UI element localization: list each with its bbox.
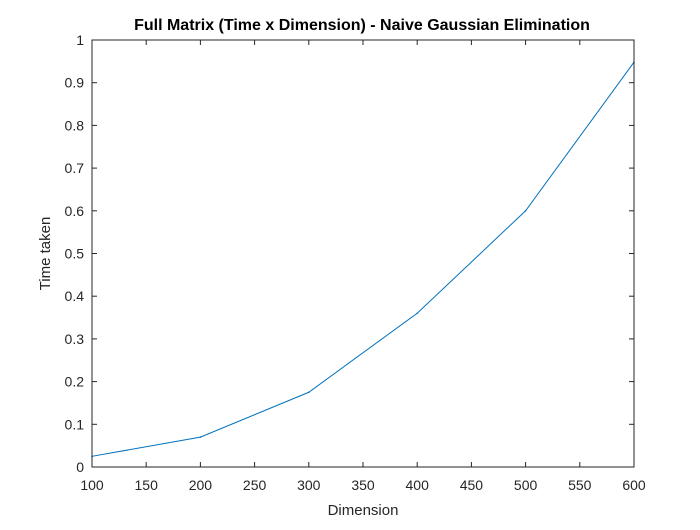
y-tick-label: 0.4 <box>65 288 85 304</box>
x-tick-label: 100 <box>80 477 104 493</box>
x-tick-label: 200 <box>189 477 213 493</box>
y-tick-label: 0.7 <box>65 160 85 176</box>
y-axis-label: Time taken <box>37 217 54 291</box>
x-tick-label: 600 <box>622 477 646 493</box>
y-tick-label: 0.9 <box>65 75 85 91</box>
y-tick-label: 0.8 <box>65 117 85 133</box>
y-tick-label: 0.5 <box>65 246 85 262</box>
x-axis-ticks: 100 150 200 250 300 350 400 450 500 550 600 <box>80 40 646 493</box>
y-tick-label: 0.1 <box>65 416 85 432</box>
series-line <box>91 61 635 457</box>
plot-frame <box>91 39 635 468</box>
x-axis-label: Dimension <box>328 502 399 519</box>
y-axis-ticks: 0 0.1 0.2 0.3 0.4 0.5 0.6 0.7 0.8 0.9 1 <box>65 32 634 475</box>
x-tick-label: 350 <box>351 477 375 493</box>
data-point <box>308 391 310 394</box>
x-tick-label: 300 <box>297 477 321 493</box>
y-tick-label: 0.6 <box>65 203 85 219</box>
data-point <box>199 436 202 438</box>
y-tick-label: 0 <box>76 459 84 475</box>
series-group <box>91 61 635 458</box>
data-point <box>416 312 419 315</box>
y-tick-label: 1 <box>76 32 84 48</box>
y-tick-label: 0.3 <box>65 331 85 347</box>
chart-title: Full Matrix (Time x Dimension) - Naive G… <box>134 17 590 34</box>
y-tick-label: 0.2 <box>65 374 85 390</box>
x-tick-label: 450 <box>460 477 484 493</box>
x-tick-label: 150 <box>135 477 159 493</box>
x-tick-label: 500 <box>514 477 538 493</box>
x-tick-label: 250 <box>243 477 267 493</box>
data-point <box>524 210 527 212</box>
x-tick-label: 400 <box>406 477 430 493</box>
x-tick-label: 550 <box>568 477 592 493</box>
